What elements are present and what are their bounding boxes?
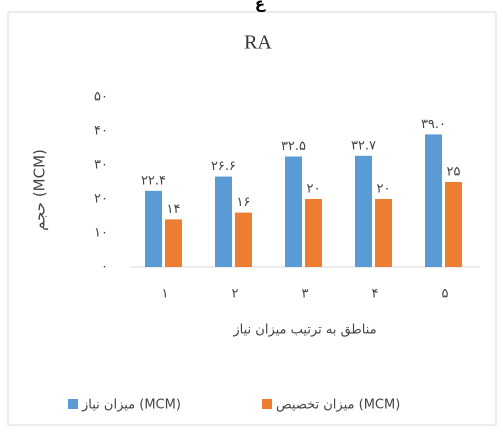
value-label: ۳۲.۷ bbox=[351, 138, 376, 153]
bar bbox=[285, 156, 302, 267]
value-label: ۲۵ bbox=[447, 165, 461, 180]
bar bbox=[215, 176, 232, 267]
x-tick-label: ۵ bbox=[442, 287, 449, 302]
value-label: ۲۰ bbox=[377, 182, 391, 197]
y-tick-label: ۵۰ bbox=[94, 90, 108, 105]
legend-label: میزان نیاز (MCM) bbox=[81, 398, 181, 413]
x-tick-label: ۴ bbox=[372, 287, 379, 302]
bar bbox=[305, 199, 322, 267]
x-tick-label: ۲ bbox=[232, 287, 239, 302]
value-label: ۱۶ bbox=[237, 195, 251, 210]
bar bbox=[425, 134, 442, 267]
legend-swatch bbox=[262, 399, 272, 409]
value-label: ۲۰ bbox=[307, 182, 321, 197]
y-tick-label: ۰ bbox=[101, 260, 108, 275]
y-tick-label: ۲۰ bbox=[94, 192, 108, 207]
bar bbox=[375, 199, 392, 267]
value-label: ۱۴ bbox=[167, 202, 181, 217]
bar bbox=[235, 212, 252, 267]
bar bbox=[355, 155, 372, 267]
bar bbox=[145, 190, 162, 267]
x-axis-label: مناطق به ترتیب میزان نیاز bbox=[232, 323, 376, 338]
legend-label: میزان تخصیص (MCM) bbox=[276, 398, 400, 413]
y-axis-label: حجم (MCM) bbox=[31, 149, 49, 231]
chart-title: RA bbox=[244, 32, 272, 54]
y-tick-label: ۱۰ bbox=[94, 226, 108, 241]
value-label: ۲۲.۴ bbox=[141, 173, 166, 188]
value-label: ۳۹.۰ bbox=[421, 117, 446, 132]
bar bbox=[445, 182, 462, 267]
y-tick-label: ۴۰ bbox=[94, 124, 108, 139]
caption: ع bbox=[255, 0, 266, 13]
legend-swatch bbox=[68, 399, 78, 409]
value-label: ۲۶.۶ bbox=[211, 159, 236, 174]
x-tick-label: ۱ bbox=[162, 287, 169, 302]
x-tick-label: ۳ bbox=[302, 287, 309, 302]
value-label: ۳۲.۵ bbox=[281, 139, 306, 154]
bar bbox=[165, 219, 182, 267]
y-tick-label: ۳۰ bbox=[94, 158, 108, 173]
